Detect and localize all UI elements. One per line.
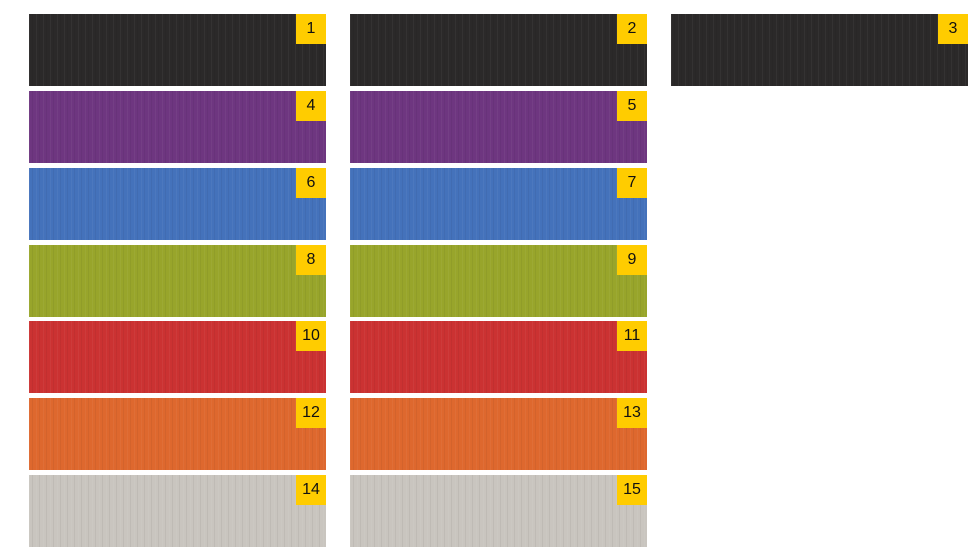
color-swatch: 15 bbox=[350, 475, 647, 547]
swatch-number-badge: 8 bbox=[296, 245, 326, 275]
swatch-number-badge: 14 bbox=[296, 475, 326, 505]
color-swatch: 6 bbox=[29, 168, 326, 240]
color-swatch: 7 bbox=[350, 168, 647, 240]
color-swatch: 8 bbox=[29, 245, 326, 317]
color-swatch: 4 bbox=[29, 91, 326, 163]
color-swatch: 13 bbox=[350, 398, 647, 470]
color-swatch: 9 bbox=[350, 245, 647, 317]
color-swatch: 5 bbox=[350, 91, 647, 163]
swatch-number-badge: 4 bbox=[296, 91, 326, 121]
swatch-number-badge: 1 bbox=[296, 14, 326, 44]
swatch-number-badge: 6 bbox=[296, 168, 326, 198]
color-swatch: 3 bbox=[671, 14, 968, 86]
swatch-number-badge: 12 bbox=[296, 398, 326, 428]
swatch-number-badge: 15 bbox=[617, 475, 647, 505]
color-swatch: 2 bbox=[350, 14, 647, 86]
color-swatch: 1 bbox=[29, 14, 326, 86]
swatch-number-badge: 10 bbox=[296, 321, 326, 351]
swatch-number-badge: 13 bbox=[617, 398, 647, 428]
swatch-number-badge: 5 bbox=[617, 91, 647, 121]
swatch-number-badge: 2 bbox=[617, 14, 647, 44]
swatch-number-badge: 3 bbox=[938, 14, 968, 44]
color-swatch: 14 bbox=[29, 475, 326, 547]
color-swatch: 10 bbox=[29, 321, 326, 393]
swatch-number-badge: 7 bbox=[617, 168, 647, 198]
color-swatch: 12 bbox=[29, 398, 326, 470]
color-swatch: 11 bbox=[350, 321, 647, 393]
swatch-number-badge: 9 bbox=[617, 245, 647, 275]
swatch-number-badge: 11 bbox=[617, 321, 647, 351]
